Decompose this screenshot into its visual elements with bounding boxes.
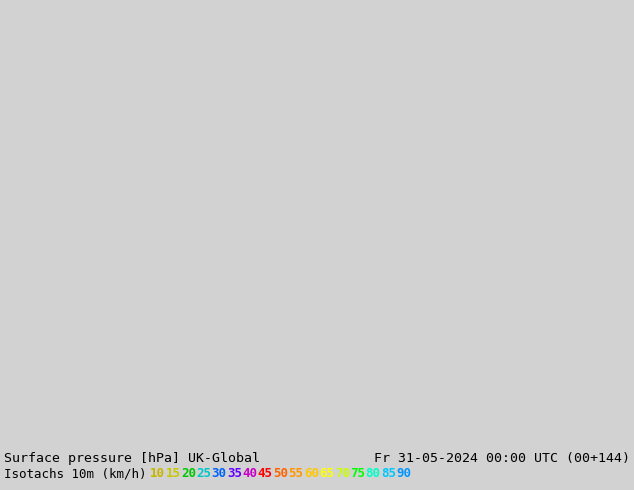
Text: 45: 45 [258,467,273,480]
Text: 10: 10 [150,467,165,480]
Text: 20: 20 [181,467,196,480]
Text: 15: 15 [165,467,181,480]
Text: 70: 70 [335,467,350,480]
Text: 35: 35 [227,467,242,480]
Text: 60: 60 [304,467,319,480]
Text: 30: 30 [212,467,226,480]
Text: Surface pressure [hPa] UK-Global: Surface pressure [hPa] UK-Global [4,452,260,466]
Text: Fr 31-05-2024 00:00 UTC (00+144): Fr 31-05-2024 00:00 UTC (00+144) [374,452,630,466]
Text: 55: 55 [288,467,304,480]
Text: 90: 90 [396,467,411,480]
Text: 25: 25 [196,467,211,480]
Text: 80: 80 [366,467,380,480]
Text: 75: 75 [350,467,365,480]
Text: 65: 65 [320,467,334,480]
Text: 85: 85 [381,467,396,480]
Text: 50: 50 [273,467,288,480]
Text: 40: 40 [242,467,257,480]
Text: Isotachs 10m (km/h): Isotachs 10m (km/h) [4,467,146,480]
